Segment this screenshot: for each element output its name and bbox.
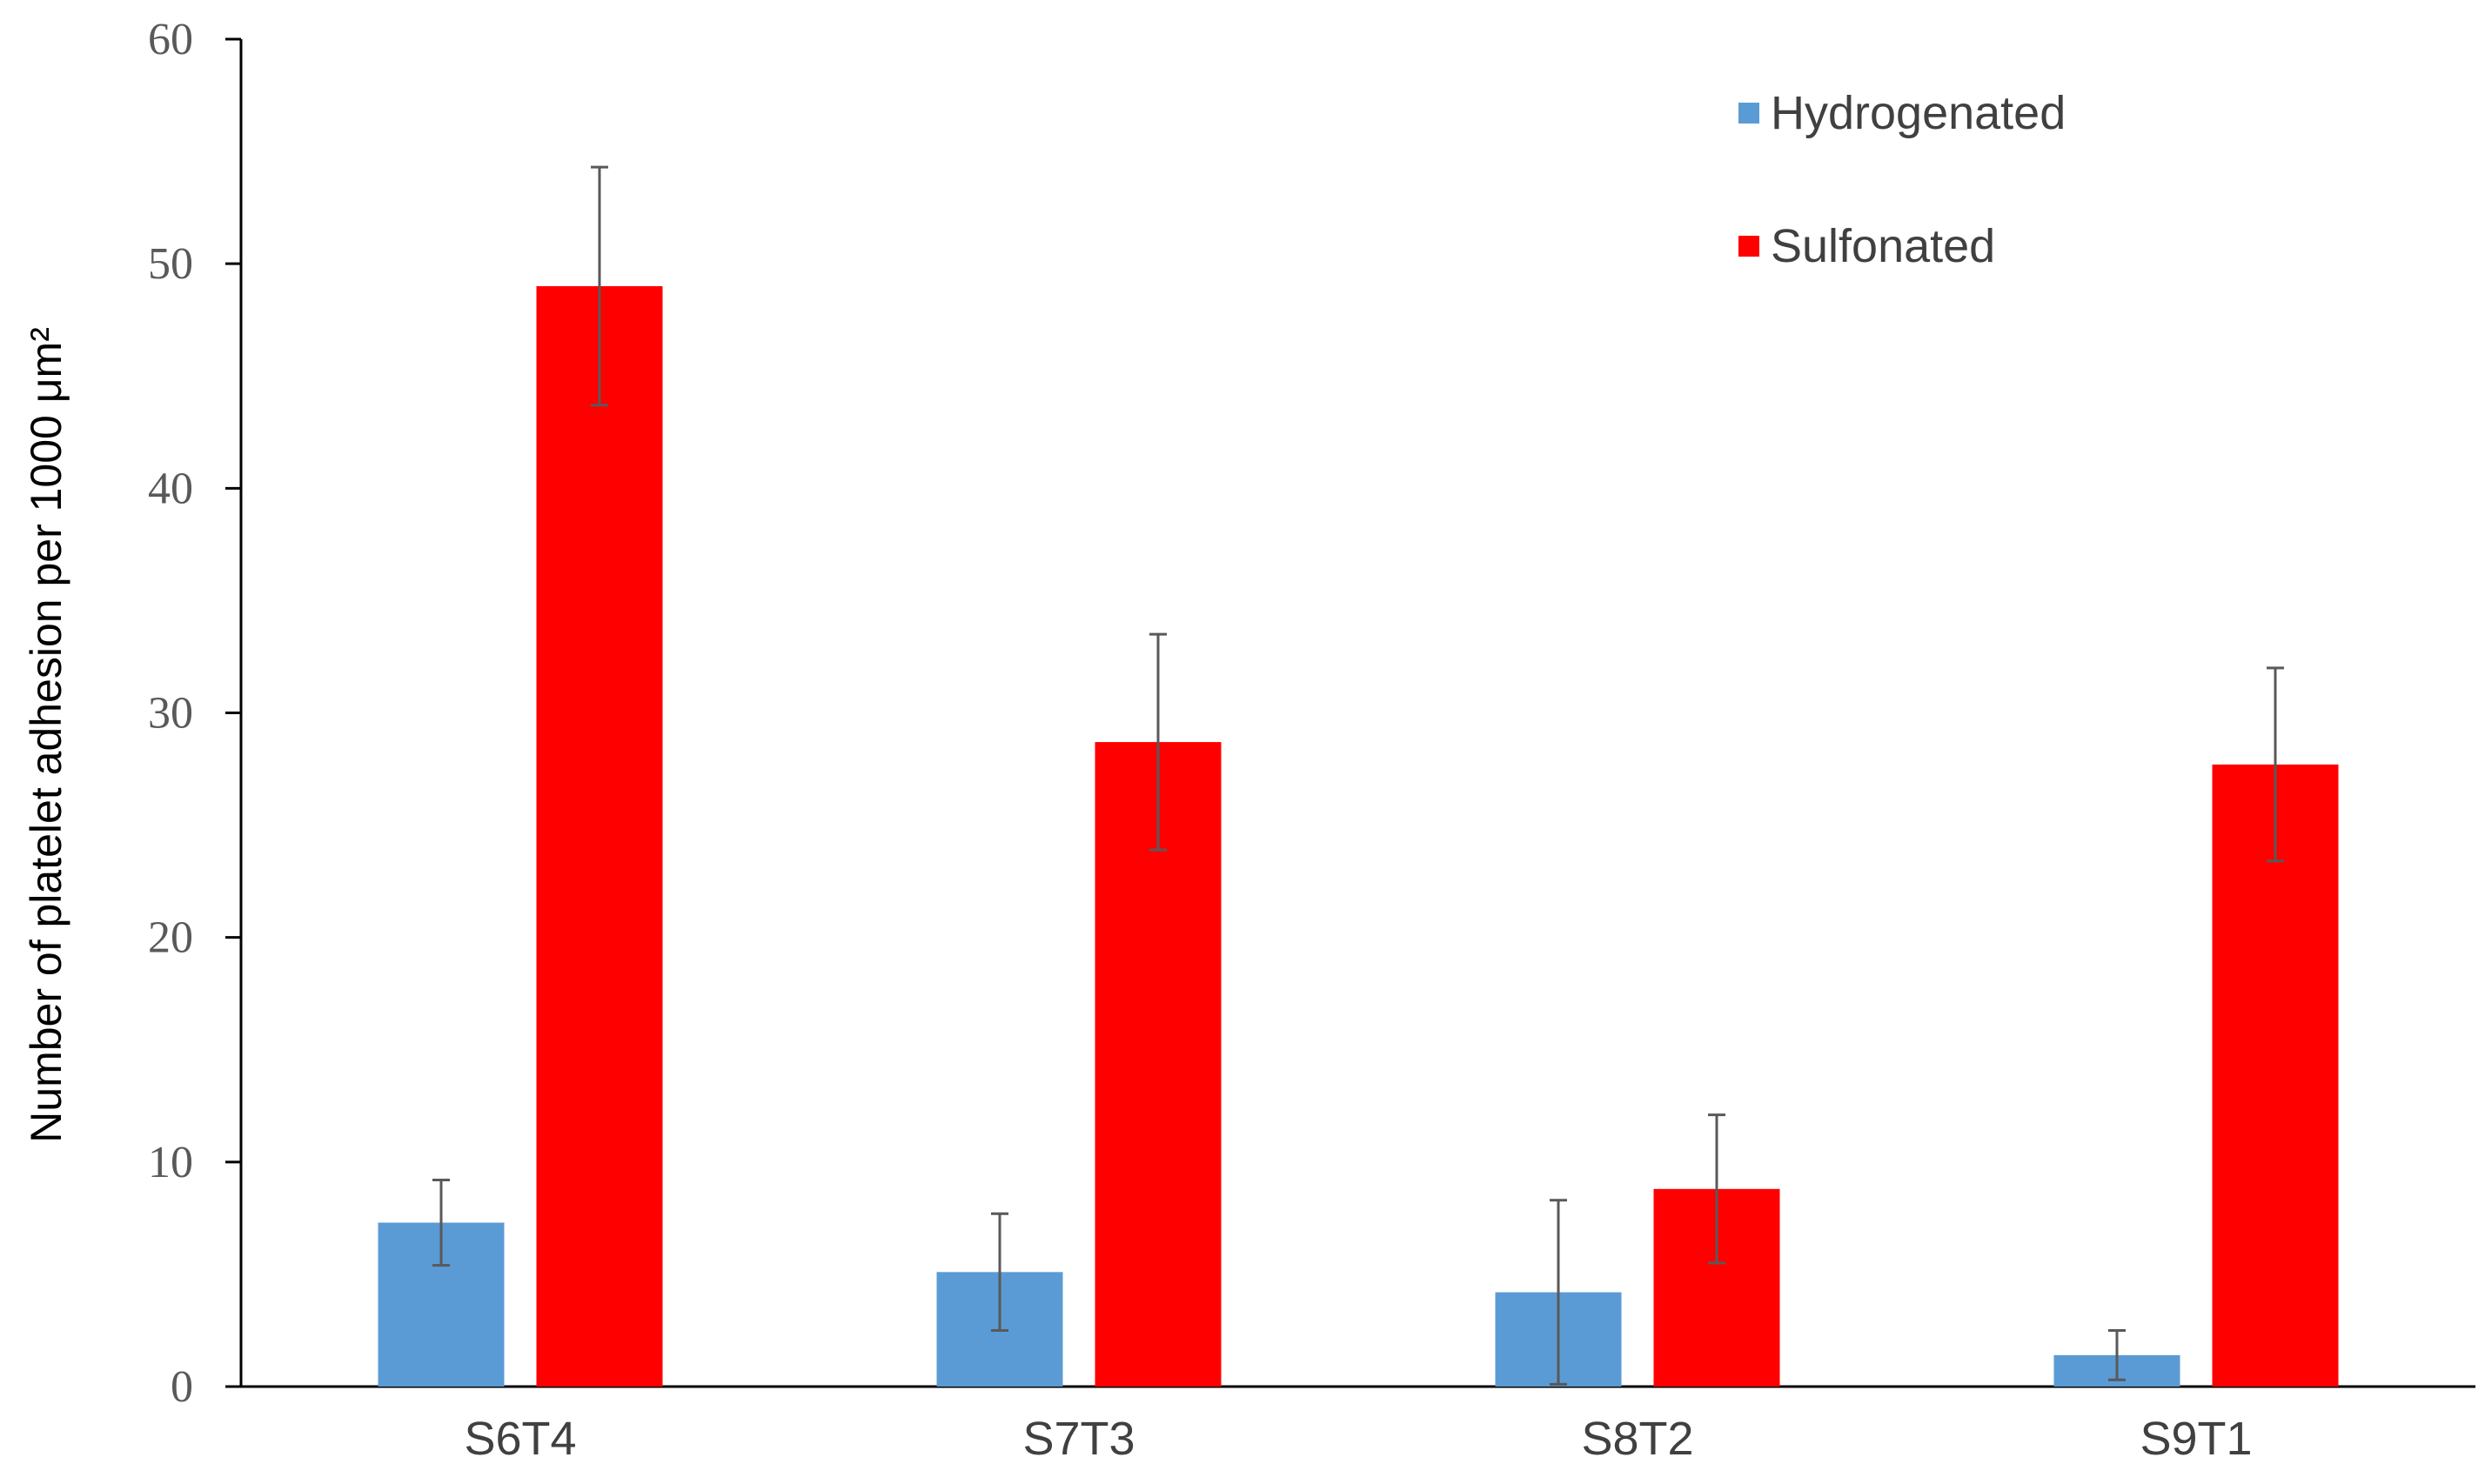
axes: 0 10 20 30 40 50 60 S6T4 S7T3 S8T2 S9T1 [148,15,2475,1465]
legend: Hydrogenated Sulfonated [1738,87,2066,272]
legend-swatch-hydrogenated [1738,103,1759,124]
bar-sulfonated [2212,764,2339,1387]
y-tick-label: 30 [148,689,193,739]
bars [378,285,2339,1387]
y-tick-label: 0 [171,1362,193,1412]
x-tick-label: S6T4 [464,1413,576,1465]
y-tick-label: 20 [148,913,193,963]
error-bars [432,165,2284,1386]
y-tick-label: 10 [148,1138,193,1187]
y-tick-label: 60 [148,15,193,64]
bar-sulfonated [536,285,663,1387]
y-tick-label: 50 [148,239,193,289]
x-tick-label: S9T1 [2140,1413,2252,1465]
x-tick-label: S7T3 [1022,1413,1135,1465]
y-axis-label: Number of platelet adhesion per 1000 μm² [22,327,70,1143]
x-tick-label: S8T2 [1581,1413,1693,1465]
legend-label-hydrogenated: Hydrogenated [1771,87,2066,139]
legend-label-sulfonated: Sulfonated [1771,220,1995,272]
legend-swatch-sulfonated [1738,236,1759,257]
y-axis-label-group: Number of platelet adhesion per 1000 μm² [22,327,70,1143]
y-tick-label: 40 [148,464,193,513]
